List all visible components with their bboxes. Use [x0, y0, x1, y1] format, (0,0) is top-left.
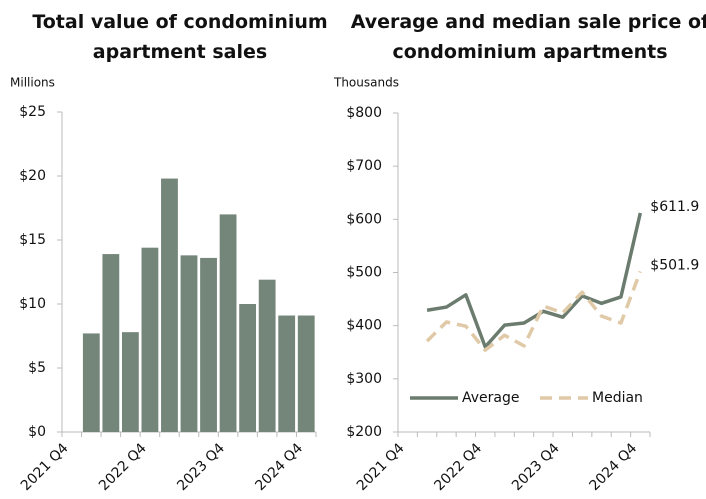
bar	[297, 315, 315, 432]
y-tick-label: $10	[19, 296, 46, 312]
data-label: $611.9	[650, 199, 699, 215]
y-tick-label: $0	[28, 424, 46, 440]
y-tick-label: $15	[19, 232, 46, 248]
x-tick-label: 2024 Q4	[252, 440, 306, 494]
y-tick-label: $600	[346, 211, 382, 227]
chart-title: Average and median sale price of condomin…	[351, 11, 706, 63]
y-tick-label: $800	[346, 105, 382, 121]
y-tick-label: $700	[346, 158, 382, 174]
legend-label: Median	[592, 390, 643, 406]
y-tick-label: $20	[19, 168, 46, 184]
y-axis-label: Millions	[10, 76, 55, 90]
chart-title: Total value of condominium apartment sale…	[32, 11, 327, 63]
y-axis-label: Thousands	[333, 76, 399, 90]
x-tick-label: 2023 Q4	[509, 440, 563, 494]
y-tick-label: $5	[28, 360, 46, 376]
bar	[239, 304, 257, 432]
line-series	[425, 270, 642, 352]
y-tick-label: $400	[346, 318, 382, 334]
legend-label: Average	[462, 390, 520, 406]
bar	[161, 178, 178, 432]
x-tick-label: 2024 Q4	[587, 440, 641, 494]
line-series	[426, 212, 643, 349]
x-tick-label: 2023 Q4	[174, 440, 228, 494]
bar	[121, 332, 139, 432]
bar	[219, 214, 237, 432]
y-tick-label: $300	[346, 371, 382, 387]
bar	[180, 255, 198, 432]
data-label: $501.9	[650, 257, 699, 273]
bar	[258, 279, 276, 432]
bar	[82, 333, 100, 432]
x-tick-label: 2021 Q4	[18, 440, 72, 494]
bar	[278, 315, 296, 432]
x-tick-label: 2022 Q4	[431, 440, 485, 494]
y-tick-label: $200	[346, 424, 382, 440]
y-tick-label: $25	[19, 104, 46, 120]
x-tick-label: 2022 Q4	[96, 440, 150, 494]
bar	[141, 247, 159, 432]
y-tick-label: $500	[346, 265, 382, 281]
bar	[200, 257, 217, 432]
bar	[102, 254, 120, 432]
x-tick-label: 2021 Q4	[354, 440, 408, 494]
